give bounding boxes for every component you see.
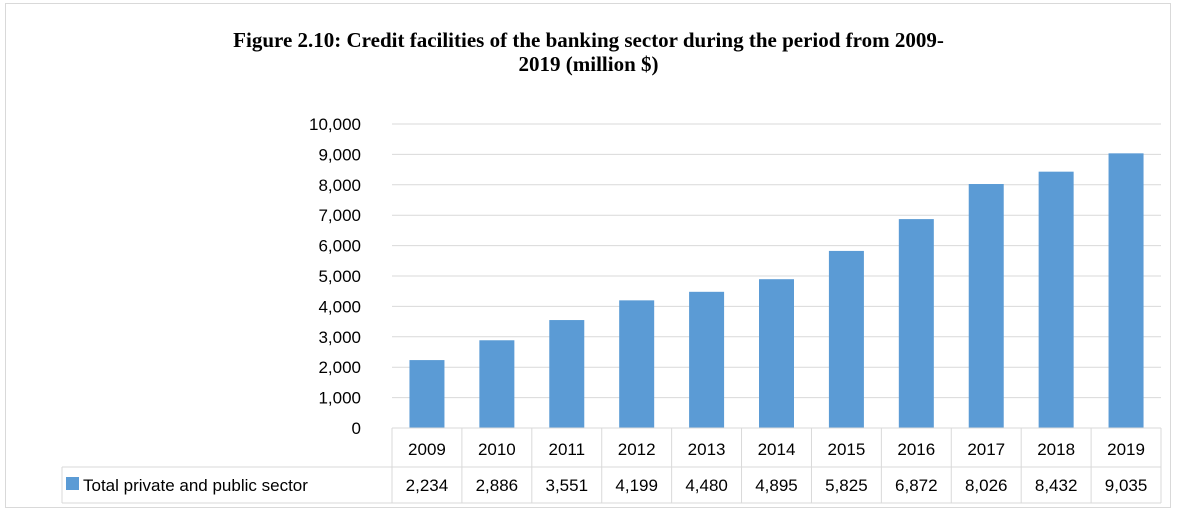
bar-2018 bbox=[1038, 171, 1074, 428]
y-tick-label: 4,000 bbox=[318, 297, 361, 316]
y-tick-label: 10,000 bbox=[309, 115, 361, 134]
data-value-label: 2,886 bbox=[476, 476, 519, 495]
data-table: 2009 2,234 2010 2,886 2011 3,551 2012 4,199 2013… bbox=[61, 427, 1162, 504]
legend-series-name: Total private and public sector bbox=[83, 476, 308, 495]
data-value-label: 9,035 bbox=[1105, 476, 1148, 495]
data-value-label: 5,825 bbox=[825, 476, 868, 495]
bar-2010 bbox=[479, 340, 515, 428]
x-tick-label: 2011 bbox=[548, 440, 585, 459]
chart-title: Figure 2.10: Credit facilities of the ba… bbox=[0, 28, 1177, 76]
y-tick-label: 6,000 bbox=[318, 237, 361, 256]
y-tick-label: 1,000 bbox=[318, 389, 361, 408]
data-value-label: 3,551 bbox=[545, 476, 588, 495]
x-tick-label: 2012 bbox=[618, 440, 656, 459]
bar-2012 bbox=[619, 300, 655, 428]
y-tick-label: 0 bbox=[352, 419, 361, 438]
data-value-label: 4,895 bbox=[755, 476, 798, 495]
y-tick-label: 9,000 bbox=[318, 145, 361, 164]
chart-title-line-2: 2019 (million $) bbox=[518, 52, 659, 76]
x-tick-label: 2017 bbox=[967, 440, 1005, 459]
bar-2013 bbox=[689, 291, 725, 428]
x-tick-label: 2015 bbox=[827, 440, 865, 459]
bar-2016 bbox=[898, 219, 934, 428]
data-value-label: 8,026 bbox=[965, 476, 1008, 495]
bar-2015 bbox=[828, 250, 864, 428]
legend-swatch bbox=[66, 477, 79, 490]
data-value-label: 4,480 bbox=[685, 476, 728, 495]
data-value-label: 6,872 bbox=[895, 476, 938, 495]
bar-2011 bbox=[549, 320, 585, 428]
y-tick-label: 3,000 bbox=[318, 328, 361, 347]
x-tick-label: 2016 bbox=[897, 440, 935, 459]
x-tick-label: 2013 bbox=[688, 440, 726, 459]
data-value-label: 4,199 bbox=[615, 476, 658, 495]
data-value-label: 2,234 bbox=[406, 476, 449, 495]
x-tick-label: 2009 bbox=[408, 440, 446, 459]
x-tick-label: 2019 bbox=[1107, 440, 1145, 459]
bar-2014 bbox=[759, 279, 794, 428]
bar-2009 bbox=[409, 360, 445, 428]
y-axis-tick-labels: 0 1,000 2,000 3,000 4,000 5,000 6,000 7,000 8,00… bbox=[309, 115, 361, 438]
data-value-label: 8,432 bbox=[1035, 476, 1078, 495]
y-tick-label: 5,000 bbox=[318, 267, 361, 286]
x-tick-label: 2014 bbox=[758, 440, 796, 459]
y-tick-label: 7,000 bbox=[318, 206, 361, 225]
chart-title-line-1: Figure 2.10: Credit facilities of the ba… bbox=[233, 28, 944, 52]
x-tick-label: 2018 bbox=[1037, 440, 1075, 459]
x-tick-label: 2010 bbox=[478, 440, 516, 459]
bar-2019 bbox=[1108, 153, 1144, 428]
y-tick-label: 2,000 bbox=[318, 358, 361, 377]
bars bbox=[409, 153, 1144, 428]
bar-2017 bbox=[968, 184, 1004, 428]
y-tick-label: 8,000 bbox=[318, 176, 361, 195]
